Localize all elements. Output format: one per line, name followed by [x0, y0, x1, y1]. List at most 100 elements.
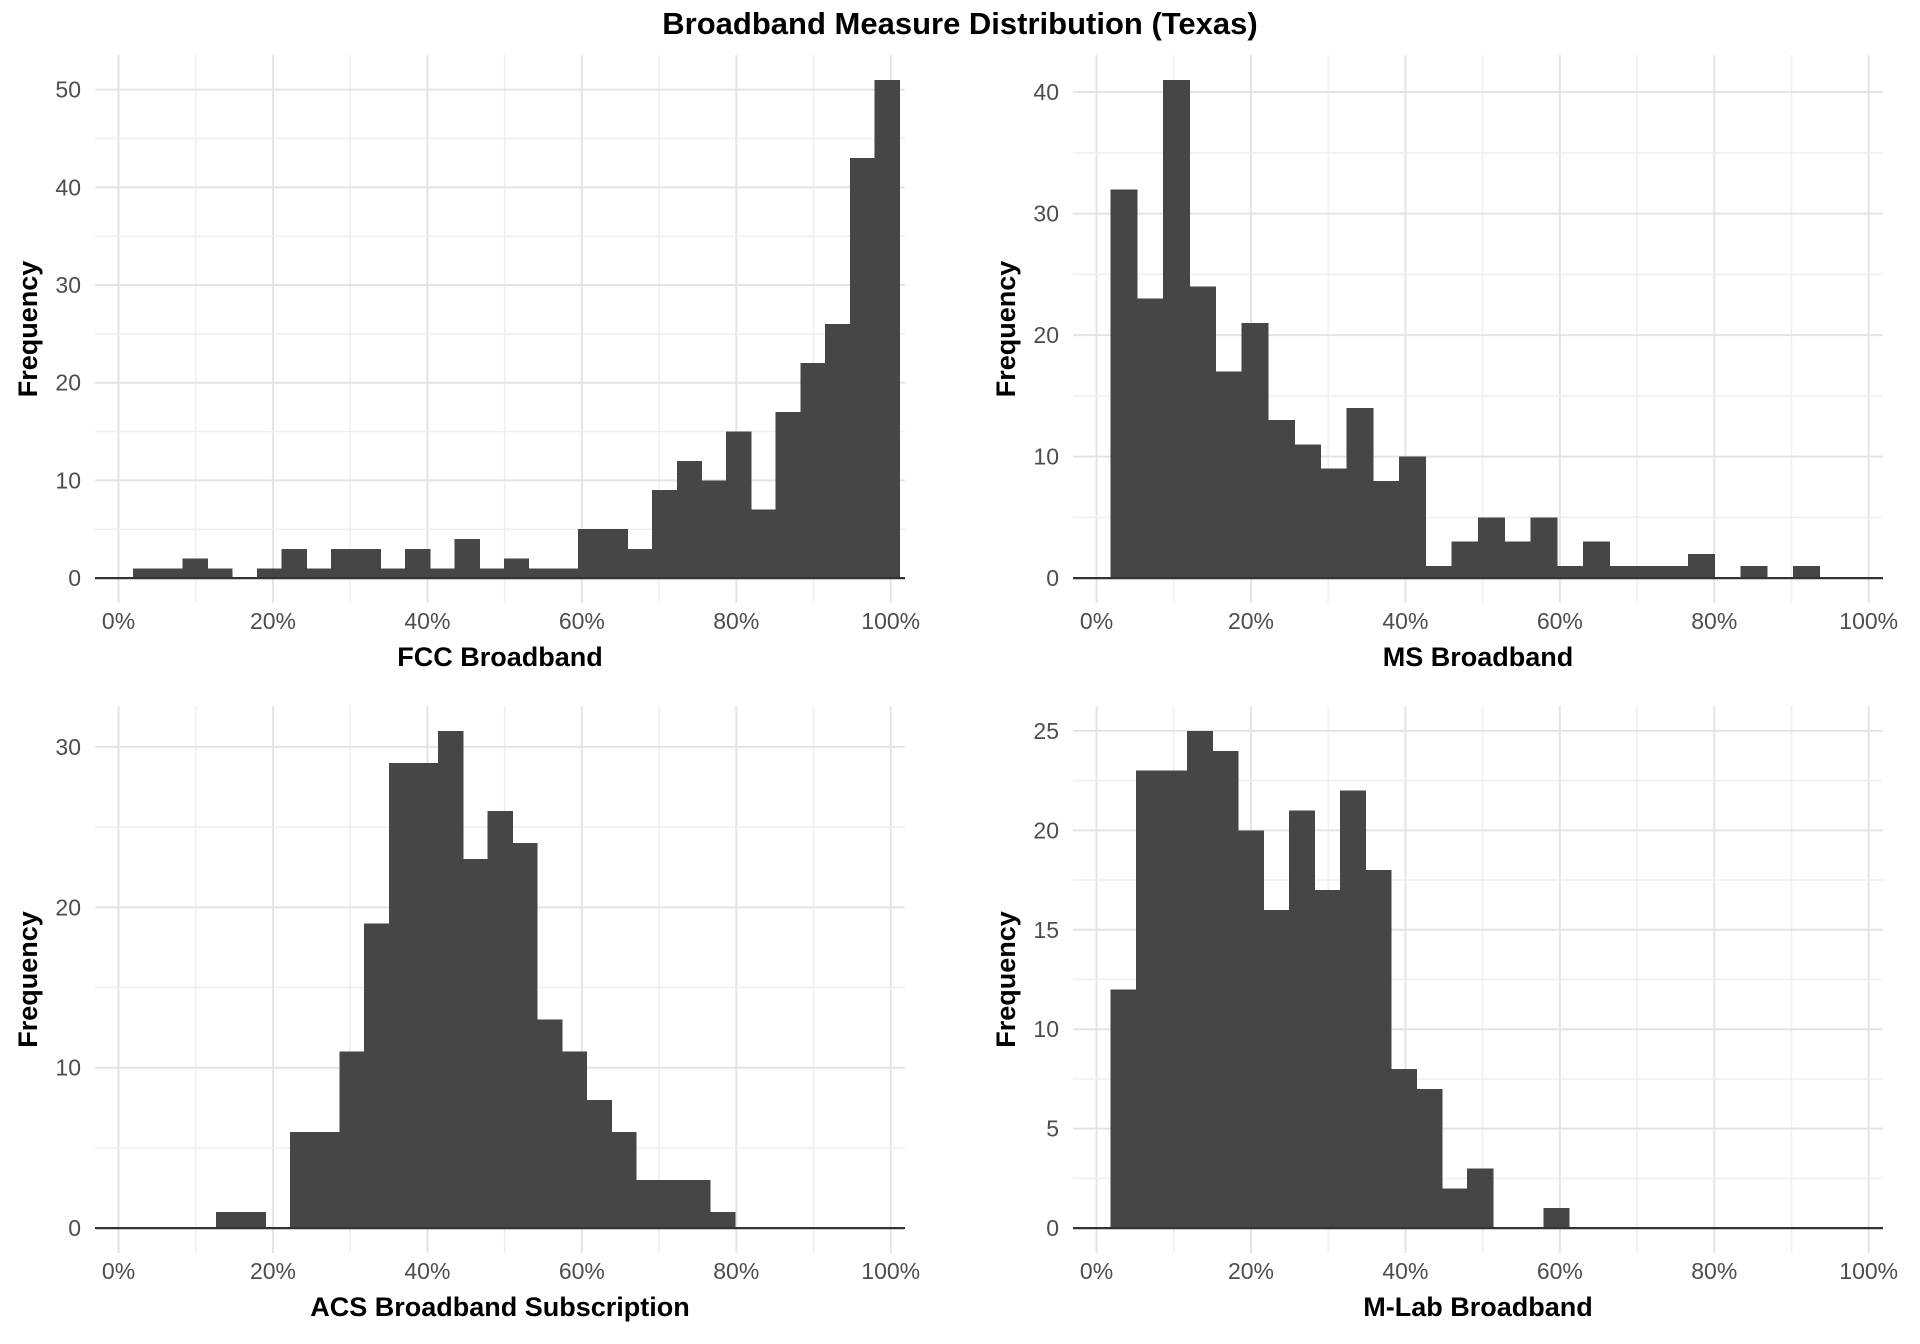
bar: [701, 480, 727, 579]
bar: [462, 859, 489, 1229]
bar: [503, 558, 530, 579]
bar: [1365, 870, 1392, 1229]
x-tick-label: 40%: [1382, 1258, 1428, 1284]
y-tick-label: 0: [1046, 1215, 1059, 1241]
x-tick-label: 60%: [559, 608, 605, 634]
y-tick-labels: 0 5 10 15 20 25: [1033, 718, 1059, 1241]
x-tick-label: 80%: [1691, 608, 1737, 634]
bar: [330, 548, 357, 579]
bar: [1212, 750, 1239, 1229]
x-tick-label: 0%: [102, 608, 135, 634]
bar: [1583, 541, 1610, 579]
x-tick-label: 80%: [1691, 1258, 1737, 1284]
bar: [388, 762, 415, 1229]
bar: [1314, 889, 1341, 1229]
bar: [1346, 407, 1374, 579]
y-tick-labels: 0 10 20 30 40 50: [55, 77, 81, 591]
bar: [660, 1180, 686, 1229]
x-tick-label: 20%: [250, 608, 296, 634]
x-axis-title: MS Broadband: [1383, 642, 1574, 672]
bar: [577, 529, 604, 579]
bar: [256, 568, 283, 579]
x-axis-title: ACS Broadband Subscription: [310, 1292, 690, 1322]
bar: [240, 1212, 266, 1229]
y-tick-label: 0: [1046, 565, 1059, 591]
bar: [1661, 565, 1689, 579]
bar: [1162, 79, 1190, 579]
bar: [1288, 810, 1315, 1229]
bar: [281, 548, 307, 579]
bar: [405, 548, 431, 579]
bar: [438, 730, 464, 1229]
bar: [1186, 730, 1213, 1229]
y-tick-label: 20: [55, 370, 81, 396]
x-tick-label: 60%: [1537, 608, 1583, 634]
x-axis-title: FCC Broadband: [397, 642, 603, 672]
bar: [454, 539, 480, 579]
y-tick-label: 20: [1033, 817, 1059, 843]
bar: [627, 548, 653, 579]
bar: [1451, 541, 1479, 579]
x-tick-label: 0%: [102, 1258, 135, 1284]
bar: [586, 1099, 612, 1229]
bar: [553, 568, 579, 579]
x-tick-labels: 0% 20% 40% 60% 80% 100%: [1080, 1258, 1898, 1284]
bar: [182, 558, 208, 579]
bar: [849, 158, 876, 579]
bar: [652, 490, 678, 579]
x-tick-label: 100%: [861, 608, 920, 634]
bar: [874, 79, 900, 579]
bar: [1135, 770, 1163, 1229]
y-tick-label: 10: [55, 467, 81, 493]
y-tick-label: 10: [1033, 1016, 1059, 1042]
y-tick-label: 40: [55, 174, 81, 200]
y-tick-label: 5: [1046, 1116, 1059, 1142]
y-tick-labels: 0 10 20 30 40: [1033, 79, 1059, 591]
x-tick-label: 20%: [250, 1258, 296, 1284]
bar: [726, 431, 752, 579]
bar: [339, 1051, 365, 1229]
bar: [306, 568, 332, 579]
y-tick-label: 25: [1033, 718, 1059, 744]
x-tick-label: 20%: [1228, 1258, 1274, 1284]
histogram-panel-m-lab-broadband: 0 5 10 15 20 25 0% 20% 40% 60% 80% 100% M-Lab Broadb…: [991, 706, 1898, 1322]
y-tick-label: 40: [1033, 79, 1059, 105]
bar: [215, 1212, 242, 1229]
bar: [1425, 565, 1453, 579]
x-tick-label: 100%: [1839, 608, 1898, 634]
histogram-bars: [1110, 79, 1820, 579]
bar: [380, 568, 406, 579]
y-tick-label: 30: [55, 272, 81, 298]
histogram-bars: [133, 79, 900, 579]
bar: [1793, 565, 1820, 579]
bar: [750, 509, 777, 579]
bar: [1136, 298, 1164, 579]
bar: [561, 1051, 588, 1229]
x-tick-labels: 0% 20% 40% 60% 80% 100%: [102, 1258, 920, 1284]
y-tick-label: 0: [68, 565, 81, 591]
bar: [314, 1131, 340, 1229]
y-tick-label: 10: [55, 1055, 81, 1081]
bar: [1390, 1069, 1417, 1229]
x-tick-label: 60%: [559, 1258, 605, 1284]
bar: [1467, 1168, 1494, 1229]
x-tick-label: 80%: [713, 608, 759, 634]
x-tick-label: 40%: [404, 608, 450, 634]
x-tick-labels: 0% 20% 40% 60% 80% 100%: [1080, 608, 1898, 634]
y-axis-title: Frequency: [13, 261, 43, 398]
x-tick-label: 20%: [1228, 608, 1274, 634]
bar: [528, 568, 554, 579]
x-tick-label: 80%: [713, 1258, 759, 1284]
bar: [1543, 1208, 1570, 1229]
bar: [537, 1019, 563, 1229]
bar: [676, 460, 703, 579]
bar: [364, 923, 390, 1229]
bar: [487, 811, 513, 1229]
bar: [289, 1131, 316, 1229]
histogram-bars: [1110, 730, 1570, 1229]
y-tick-label: 30: [1033, 201, 1059, 227]
y-tick-labels: 0 10 20 30: [55, 734, 81, 1241]
bar: [479, 568, 505, 579]
bar: [602, 529, 629, 579]
